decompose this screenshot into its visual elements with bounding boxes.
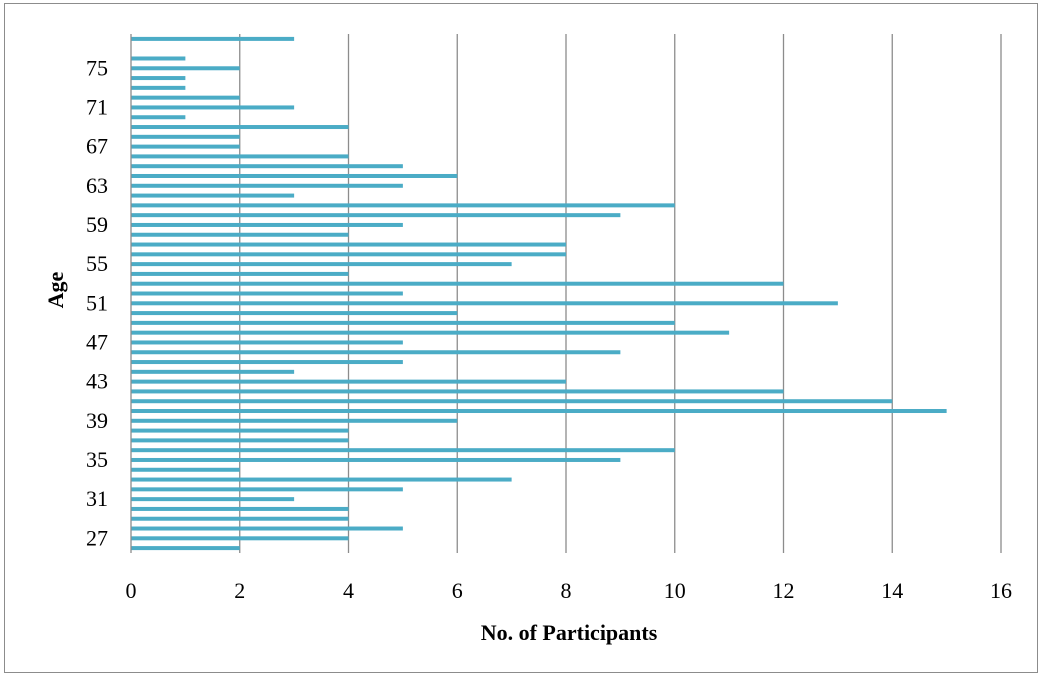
bar [131,546,240,551]
bar [131,516,349,521]
y-tick-label: 55 [86,251,108,276]
y-tick-label: 27 [86,525,108,550]
bar [131,350,621,355]
bar [131,36,295,41]
bar [131,418,458,423]
y-tick-label: 31 [86,486,108,511]
bar [131,536,349,541]
x-tick-label: 6 [452,578,463,603]
bar [131,232,349,237]
bar [131,291,403,296]
x-tick-label: 12 [773,578,795,603]
x-axis-ticks: 0 2 4 6 8 10 12 14 16 [126,578,1013,603]
y-axis-title: Age [43,271,68,308]
y-tick-label: 75 [86,55,108,80]
bar [131,330,730,335]
gridlines [239,34,1002,553]
y-axis-ticks: 27 31 35 39 43 47 51 55 59 63 67 71 75 [86,55,108,550]
bar [131,154,349,159]
bar [131,301,838,306]
y-tick-label: 39 [86,408,108,433]
bar [131,115,186,120]
chart-frame [4,3,1038,673]
bars [131,36,947,551]
bar [131,448,675,453]
bar [131,399,893,404]
bar [131,242,566,247]
y-tick-label: 47 [86,329,108,354]
bar [131,506,349,511]
bar [131,56,186,61]
bar [131,409,947,414]
bar [131,125,349,130]
x-tick-label: 10 [664,578,686,603]
bar [131,369,295,374]
bar [131,203,675,208]
y-tick-label: 43 [86,369,108,394]
bar [131,85,186,90]
bar [131,173,458,178]
bar [131,438,349,443]
x-axis-title: No. of Participants [481,620,658,645]
bar [131,497,295,502]
bar [131,477,512,482]
y-tick-label: 35 [86,447,108,472]
bar [131,389,784,394]
bar [131,222,403,227]
bar [131,213,621,218]
x-tick-label: 0 [126,578,137,603]
y-tick-label: 59 [86,212,108,237]
bar [131,320,675,325]
bar [131,281,784,286]
y-tick-label: 63 [86,173,108,198]
bar [131,252,566,257]
bar [131,311,458,316]
bar [131,340,403,345]
bar [131,467,240,472]
y-tick-label: 67 [86,134,108,159]
bar [131,183,403,188]
x-tick-label: 8 [561,578,572,603]
bar [131,428,349,433]
x-tick-label: 2 [234,578,245,603]
y-tick-label: 51 [86,290,108,315]
bar [131,360,403,365]
bar [131,66,240,71]
bar [131,95,240,100]
bar [131,379,566,384]
bar [131,105,295,110]
bar [131,457,621,462]
bar [131,271,349,276]
bar [131,526,403,531]
bar [131,76,186,81]
x-tick-label: 16 [990,578,1012,603]
bar [131,164,403,169]
y-tick-label: 71 [86,94,108,119]
bar [131,487,403,492]
x-tick-label: 4 [343,578,354,603]
bar [131,262,512,267]
bar [131,144,240,149]
x-tick-label: 14 [881,578,903,603]
bar [131,193,295,198]
bar [131,134,240,139]
